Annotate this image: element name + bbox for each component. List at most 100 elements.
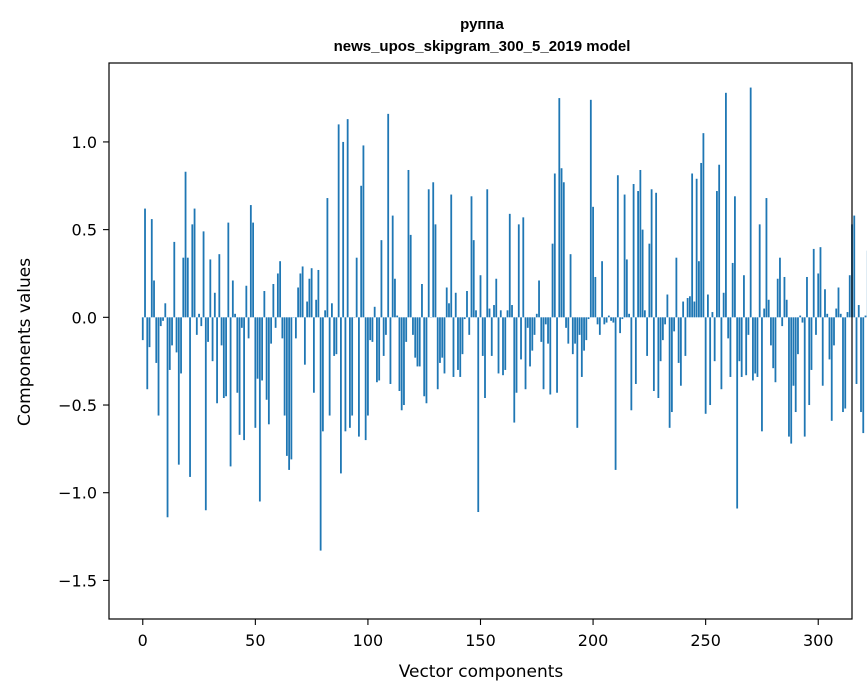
bar — [297, 287, 300, 318]
bar — [779, 257, 781, 318]
x-axis-label: Vector components — [399, 662, 564, 682]
bar — [659, 317, 662, 362]
bar — [648, 243, 651, 318]
bar — [743, 275, 745, 318]
bar — [571, 317, 574, 355]
bar — [862, 317, 865, 434]
bar — [416, 317, 419, 367]
bar — [763, 308, 766, 318]
bar — [213, 292, 216, 318]
bar — [265, 317, 268, 400]
bar — [740, 317, 743, 377]
bar — [596, 317, 599, 325]
bar — [418, 317, 421, 367]
bar — [351, 317, 354, 416]
bar — [812, 248, 815, 318]
x-tick-label: 150 — [465, 631, 496, 650]
bar — [670, 317, 673, 413]
bar — [349, 317, 351, 428]
bar — [333, 317, 336, 356]
bar — [220, 317, 223, 346]
bar — [758, 224, 761, 318]
bar — [168, 317, 171, 370]
bar — [376, 317, 378, 383]
bar — [772, 317, 775, 369]
bar — [432, 182, 435, 318]
bar — [745, 317, 748, 376]
bar — [337, 124, 340, 318]
bar — [837, 287, 840, 318]
bar — [524, 317, 527, 390]
bar — [171, 317, 173, 346]
bar — [538, 280, 540, 318]
bar — [457, 317, 459, 370]
bar — [222, 317, 225, 398]
bar — [186, 257, 189, 318]
bar — [565, 317, 567, 328]
bar — [853, 215, 856, 318]
bar — [450, 194, 453, 318]
bar — [391, 215, 394, 318]
bar — [614, 317, 617, 470]
bar — [387, 113, 390, 318]
bar — [445, 287, 448, 318]
bar — [362, 145, 365, 318]
bar — [189, 317, 191, 477]
bar — [826, 313, 829, 318]
bar — [619, 317, 621, 334]
bar — [272, 284, 275, 318]
bar — [497, 317, 500, 374]
chart-title: руппа news_upos_skipgram_300_5_2019 mode… — [334, 16, 631, 55]
bar — [340, 317, 342, 474]
bar — [256, 317, 259, 379]
y-tick-label: −1.0 — [58, 484, 97, 503]
bar — [207, 317, 209, 342]
y-tick-label: −1.5 — [58, 571, 97, 590]
bar — [821, 317, 824, 386]
bar — [547, 317, 549, 344]
bar — [734, 196, 736, 318]
bar — [484, 317, 486, 398]
bar — [736, 317, 739, 509]
bar — [180, 317, 182, 374]
bar — [576, 317, 579, 428]
bar — [556, 317, 558, 393]
bar — [380, 240, 383, 318]
bar — [783, 276, 786, 318]
bar — [146, 317, 149, 390]
bar — [263, 291, 266, 318]
bar — [326, 198, 329, 318]
bar — [290, 317, 293, 460]
bar — [254, 317, 257, 428]
bar — [184, 171, 187, 318]
x-tick-label: 100 — [353, 631, 384, 650]
bar — [423, 317, 426, 397]
y-tick-label: 0.5 — [72, 221, 97, 240]
x-tick-label: 200 — [578, 631, 609, 650]
bar — [668, 317, 671, 428]
bar — [806, 276, 808, 318]
bar — [200, 317, 203, 327]
bar — [468, 317, 471, 335]
bar — [808, 317, 811, 406]
bar — [403, 317, 405, 406]
bar — [652, 317, 655, 391]
bar — [810, 317, 813, 370]
bar — [173, 241, 176, 318]
bar — [243, 317, 245, 441]
bar — [283, 317, 286, 416]
bar — [707, 294, 709, 318]
bar — [601, 261, 603, 318]
chart-title-line-1: руппа — [460, 16, 504, 33]
bar — [310, 268, 313, 318]
bar — [308, 278, 311, 318]
bar — [511, 305, 513, 318]
bar — [824, 289, 826, 318]
bar — [781, 317, 784, 327]
bar — [166, 317, 169, 518]
bar — [792, 317, 795, 386]
bar — [506, 310, 509, 318]
bar — [607, 315, 610, 318]
bar — [560, 168, 563, 318]
bar — [625, 259, 628, 318]
